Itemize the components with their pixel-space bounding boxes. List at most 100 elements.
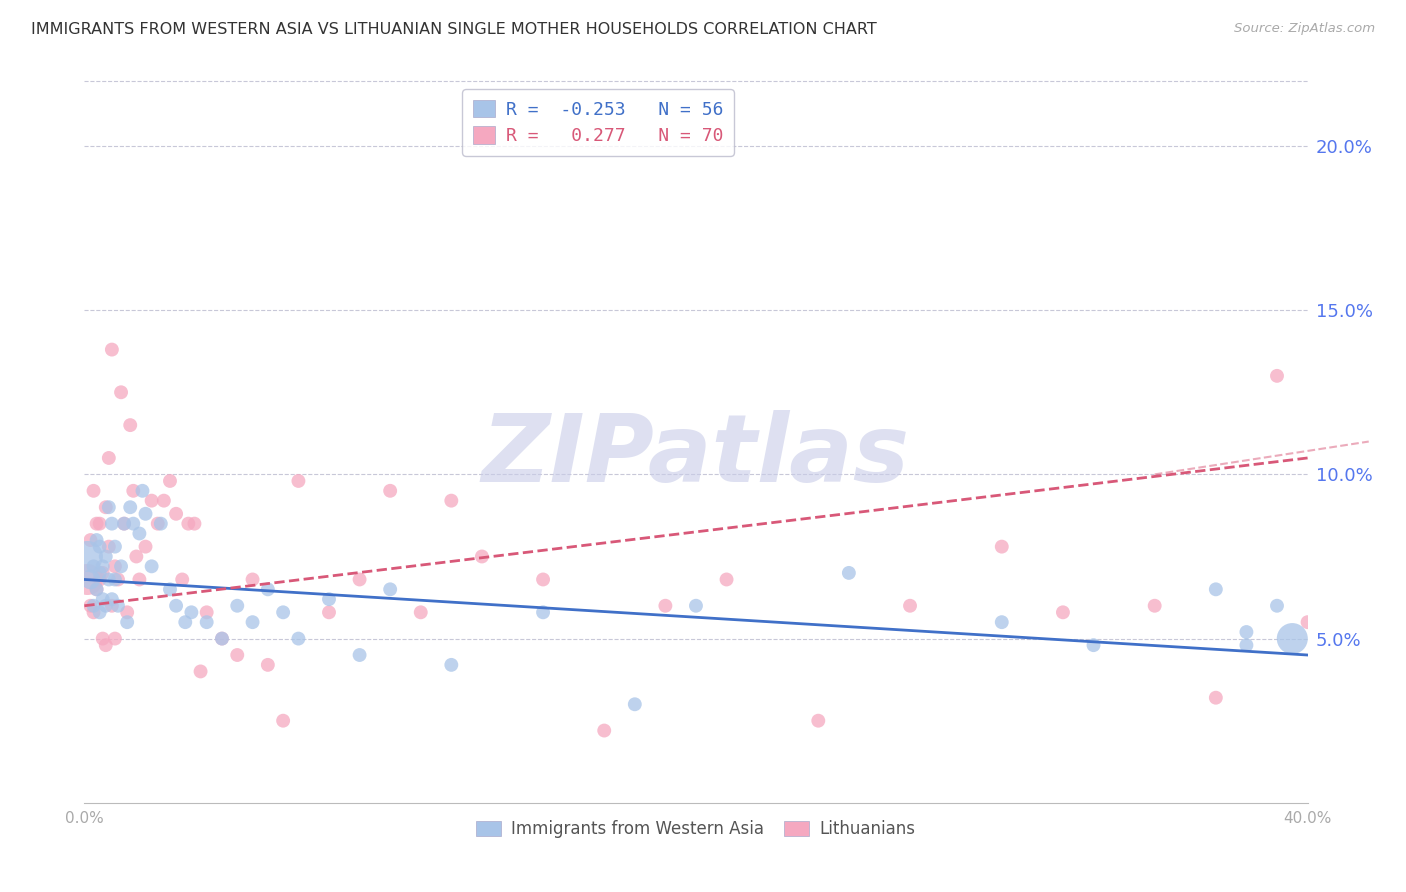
Point [101, 592, 124, 607]
Point [86, 516, 108, 531]
Point [94, 599, 117, 613]
Point [287, 632, 309, 646]
Point [97, 540, 120, 554]
Point [120, 418, 142, 433]
Point [271, 605, 294, 619]
Point [1205, 690, 1227, 705]
Point [86, 533, 108, 547]
Point [190, 665, 212, 679]
Point [149, 516, 172, 531]
Point [1143, 599, 1166, 613]
Point [94, 500, 117, 515]
Point [211, 632, 233, 646]
Point [257, 657, 280, 672]
Point [79, 573, 101, 587]
Point [115, 615, 138, 630]
Point [349, 648, 371, 662]
Point [104, 632, 127, 646]
Point [97, 500, 120, 515]
Point [101, 343, 124, 357]
Point [135, 540, 157, 554]
Point [83, 605, 105, 619]
Point [135, 507, 157, 521]
Legend: Immigrants from Western Asia, Lithuanians: Immigrants from Western Asia, Lithuanian… [470, 814, 922, 845]
Point [83, 559, 105, 574]
Point [97, 573, 120, 587]
Point [318, 592, 340, 607]
Point [287, 474, 309, 488]
Point [141, 559, 163, 574]
Text: Source: ZipAtlas.com: Source: ZipAtlas.com [1234, 22, 1375, 36]
Point [146, 516, 169, 531]
Point [991, 540, 1014, 554]
Point [107, 573, 129, 587]
Point [115, 605, 138, 619]
Point [1296, 615, 1319, 630]
Point [1388, 625, 1406, 640]
Point [271, 714, 294, 728]
Point [1052, 605, 1074, 619]
Point [128, 573, 150, 587]
Point [76, 549, 98, 564]
Point [101, 599, 124, 613]
Point [211, 632, 233, 646]
Point [349, 573, 371, 587]
Point [159, 582, 181, 597]
Point [991, 615, 1014, 630]
Point [1358, 605, 1381, 619]
Point [1343, 573, 1365, 587]
Point [172, 573, 194, 587]
Point [195, 615, 218, 630]
Point [94, 549, 117, 564]
Point [122, 483, 145, 498]
Point [91, 559, 114, 574]
Point [226, 599, 249, 613]
Point [471, 549, 494, 564]
Point [76, 573, 98, 587]
Point [654, 599, 676, 613]
Point [257, 582, 280, 597]
Point [104, 573, 127, 587]
Point [807, 714, 830, 728]
Point [91, 566, 114, 580]
Point [86, 582, 108, 597]
Point [1236, 625, 1258, 640]
Point [440, 493, 463, 508]
Point [380, 483, 402, 498]
Point [531, 605, 554, 619]
Point [83, 483, 105, 498]
Point [177, 516, 200, 531]
Point [380, 582, 402, 597]
Point [128, 526, 150, 541]
Point [112, 516, 135, 531]
Point [242, 573, 264, 587]
Point [440, 657, 463, 672]
Point [159, 474, 181, 488]
Point [101, 516, 124, 531]
Point [1236, 638, 1258, 652]
Point [318, 605, 340, 619]
Point [97, 450, 120, 465]
Point [226, 648, 249, 662]
Point [242, 615, 264, 630]
Point [125, 549, 148, 564]
Point [180, 605, 202, 619]
Point [141, 493, 163, 508]
Point [89, 573, 111, 587]
Point [1281, 632, 1303, 646]
Point [174, 615, 197, 630]
Point [91, 592, 114, 607]
Point [183, 516, 205, 531]
Point [1205, 582, 1227, 597]
Point [120, 500, 142, 515]
Point [531, 573, 554, 587]
Point [1265, 368, 1288, 383]
Point [104, 540, 127, 554]
Point [110, 385, 132, 400]
Point [91, 632, 114, 646]
Point [79, 533, 101, 547]
Point [83, 599, 105, 613]
Point [94, 638, 117, 652]
Point [685, 599, 707, 613]
Text: ZIPatlas: ZIPatlas [482, 410, 910, 502]
